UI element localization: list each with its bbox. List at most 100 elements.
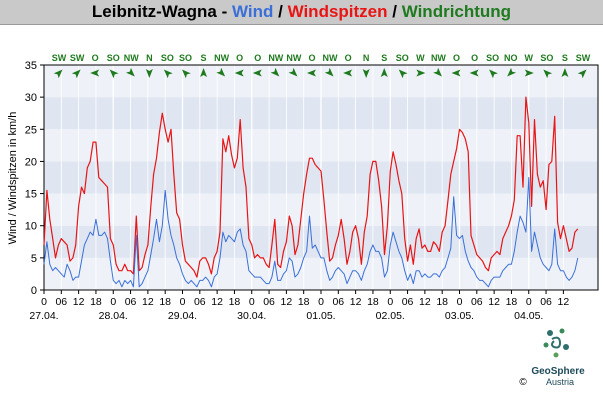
direction-label: S: [381, 53, 387, 63]
x-tick-label: 12: [142, 296, 154, 308]
direction-label: O: [308, 53, 315, 63]
logo-swirl: [551, 336, 562, 349]
copyright-mark: ©: [519, 377, 527, 388]
title-separator: -: [216, 2, 232, 21]
direction-arrow-head: [362, 69, 370, 78]
direction-arrow-icon: [343, 69, 353, 77]
logo-dot: [559, 328, 565, 334]
x-tick-label: 0: [180, 296, 186, 308]
direction-arrow-icon: [543, 69, 553, 79]
x-tick-label: 06: [332, 296, 344, 308]
direction-label: SW: [576, 53, 591, 63]
direction-arrow-icon: [489, 69, 498, 79]
logo-dot: [563, 344, 569, 350]
x-tick-label: 06: [194, 296, 206, 308]
direction-label: SW: [52, 53, 67, 63]
x-tick-label: 18: [367, 296, 379, 308]
direction-label: O: [92, 53, 99, 63]
direction-arrow-icon: [252, 69, 262, 77]
direction-arrow-head: [216, 67, 226, 77]
x-tick-label: 18: [298, 296, 310, 308]
direction-label: O: [236, 53, 243, 63]
title-gusts: Windspitzen: [287, 2, 388, 21]
direction-label: SO: [161, 53, 174, 63]
x-date-label: 02.05.: [376, 310, 405, 322]
direction-arrow-icon: [451, 69, 461, 77]
direction-arrow-head: [252, 69, 262, 77]
x-tick-label: 06: [55, 296, 67, 308]
direction-label: S: [201, 53, 207, 63]
x-tick-label: 12: [419, 296, 431, 308]
direction-label: SW: [70, 53, 85, 63]
direction-label: NW: [286, 53, 301, 63]
y-tick-label: 30: [25, 92, 37, 104]
logo-dot: [543, 342, 549, 348]
y-tick-label: 15: [25, 189, 37, 201]
direction-arrow-icon: [288, 67, 298, 77]
direction-label: O: [254, 53, 261, 63]
direction-arrow-icon: [181, 69, 191, 79]
direction-arrow-head: [270, 67, 280, 77]
x-date-label: 29.04.: [168, 310, 197, 322]
direction-label: SO: [396, 53, 409, 63]
direction-label: N: [363, 53, 370, 63]
direction-label: NW: [124, 53, 139, 63]
direction-arrow-head: [489, 69, 498, 79]
title-separator: /: [273, 2, 288, 21]
x-tick-label: 12: [558, 296, 570, 308]
x-tick-label: 0: [526, 296, 532, 308]
direction-arrow-head: [451, 69, 461, 77]
x-date-label: 27.04.: [29, 310, 58, 322]
x-tick-label: 12: [488, 296, 500, 308]
x-tick-label: 12: [281, 296, 293, 308]
direction-arrow-icon: [469, 69, 479, 77]
direction-label: W: [416, 53, 425, 63]
direction-arrow-icon: [270, 67, 280, 77]
direction-arrow-icon: [507, 67, 517, 77]
y-tick-label: 35: [25, 60, 37, 72]
logo-dot: [553, 352, 559, 358]
x-tick-label: 0: [41, 296, 47, 308]
x-tick-label: 0: [318, 296, 324, 308]
direction-label: O: [345, 53, 352, 63]
direction-label: S: [562, 53, 568, 63]
x-tick-label: 0: [387, 296, 393, 308]
direction-arrow-head: [524, 69, 534, 77]
y-tick-label: 0: [31, 285, 37, 297]
direction-arrow-head: [288, 67, 298, 77]
brand-name: GeoSphere: [531, 366, 585, 377]
direction-arrow-icon: [53, 69, 63, 79]
direction-arrow-icon: [216, 67, 226, 77]
y-tick-label: 25: [25, 124, 37, 136]
direction-arrow-icon: [524, 69, 534, 77]
title-station: Leibnitz-Wagna: [91, 2, 217, 21]
x-tick-label: 06: [263, 296, 275, 308]
direction-arrow-icon: [71, 69, 81, 79]
chart-title: Leibnitz-Wagna - Wind / Windspitzen / Wi…: [0, 0, 603, 25]
direction-label: NW: [268, 53, 283, 63]
x-tick-label: 0: [249, 296, 255, 308]
direction-arrow-icon: [145, 69, 153, 78]
direction-arrow-icon: [200, 68, 208, 77]
x-tick-label: 18: [90, 296, 102, 308]
direction-arrow-head: [145, 69, 153, 78]
direction-arrow-icon: [234, 69, 244, 77]
x-date-label: 04.05.: [514, 310, 543, 322]
direction-arrow-head: [71, 69, 81, 79]
direction-arrow-head: [163, 69, 173, 79]
title-direction: Windrichtung: [401, 2, 512, 21]
direction-arrow-head: [306, 69, 316, 77]
brand-country: Austria: [546, 377, 574, 387]
title-wind: Wind: [232, 2, 274, 21]
direction-arrow-head: [125, 67, 135, 77]
direction-arrow-icon: [433, 67, 442, 77]
direction-label: NO: [504, 53, 518, 63]
direction-label: NW: [323, 53, 338, 63]
direction-arrow-icon: [90, 69, 100, 77]
x-tick-label: 18: [159, 296, 171, 308]
direction-arrow-head: [416, 69, 426, 77]
direction-arrow-head: [53, 69, 63, 79]
x-tick-label: 0: [110, 296, 116, 308]
direction-arrow-icon: [380, 68, 388, 77]
